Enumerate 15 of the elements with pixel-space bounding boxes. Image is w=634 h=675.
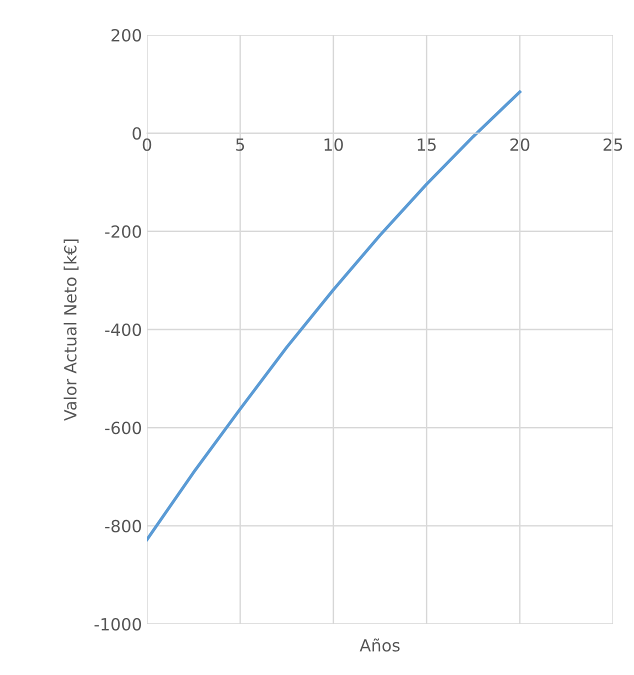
y-tick-label: -600	[105, 422, 142, 434]
x-tick-label: 20	[510, 138, 530, 151]
x-axis-title: Años	[360, 638, 400, 652]
y-tick-label: -400	[105, 323, 142, 336]
y-axis-title: Valor Actual Neto [k€]	[64, 240, 79, 421]
x-tick-label: 5	[236, 138, 244, 151]
y-tick-label: -800	[105, 520, 142, 532]
y-tick-label: 0	[132, 127, 142, 140]
x-tick-label: 15	[418, 138, 436, 151]
x-tick-label: 0	[142, 138, 152, 151]
y-tick-label: 200	[112, 28, 142, 42]
x-tick-label: 10	[324, 138, 343, 151]
y-tick-label: -200	[105, 225, 142, 238]
x-tick-label: 25	[604, 138, 622, 151]
y-tick-label: -1000	[94, 618, 142, 631]
